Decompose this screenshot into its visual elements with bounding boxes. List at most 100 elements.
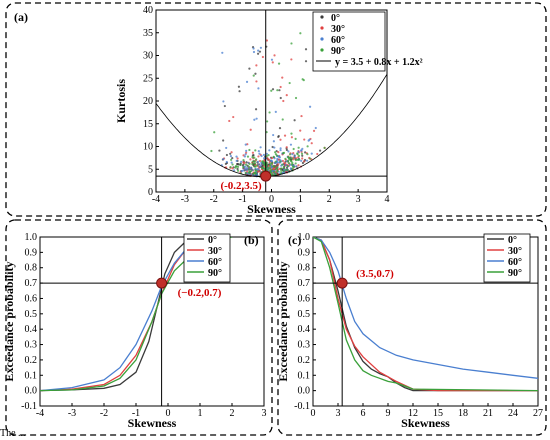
scatter-point <box>254 72 257 75</box>
x-tick-label: 18 <box>458 408 468 419</box>
scatter-point <box>289 163 292 166</box>
scatter-point <box>229 155 233 158</box>
scatter-point <box>304 48 308 51</box>
y-tick-label: 0.0 <box>25 386 38 397</box>
scatter-point <box>210 149 213 153</box>
scatter-point <box>255 117 258 120</box>
scatter-point <box>310 142 313 145</box>
scatter-point <box>276 89 279 92</box>
legend: 0°30°60°90° <box>183 233 231 283</box>
scatter-point <box>259 46 263 49</box>
scatter-point <box>270 58 274 61</box>
scatter-point <box>236 167 239 171</box>
scatter-point <box>257 160 260 163</box>
x-tick-label: 0 <box>269 194 274 205</box>
scatter-point <box>254 165 257 168</box>
scatter-point <box>271 61 274 64</box>
scatter-point <box>254 149 257 152</box>
scatter-point <box>297 164 300 167</box>
scatter-point <box>275 150 278 153</box>
scatter-point <box>282 165 285 169</box>
y-tick-label: 15 <box>143 119 153 130</box>
scatter-point <box>272 133 275 137</box>
scatter-point <box>298 158 301 161</box>
scatter-point <box>242 158 245 162</box>
scatter-point <box>284 168 287 171</box>
scatter-point <box>288 156 291 159</box>
scatter-point <box>269 164 272 167</box>
y-tick-label: 1.0 <box>298 232 311 243</box>
scatter-point <box>281 118 284 121</box>
y-tick-label: 0.6 <box>298 293 311 304</box>
scatter-point <box>259 146 262 149</box>
scatter-point <box>271 88 275 91</box>
scatter-point <box>248 148 251 152</box>
y-tick-label: 0.1 <box>298 370 311 381</box>
y-tick-label: 1.0 <box>25 232 38 243</box>
reference-point-label: (3.5,0.7) <box>356 268 394 280</box>
legend-swatch <box>320 15 324 19</box>
scatter-point <box>287 159 290 162</box>
scatter-point <box>213 131 216 134</box>
scatter-point <box>294 159 298 162</box>
reference-point-marker <box>156 277 168 289</box>
scatter-point <box>288 158 291 161</box>
y-tick-label: 0.8 <box>25 263 38 274</box>
scatter-point <box>273 146 276 149</box>
x-tick-label: 3 <box>336 408 341 419</box>
scatter-point <box>272 164 275 168</box>
scatter-point <box>304 60 308 63</box>
scatter-point <box>222 139 225 142</box>
scatter-point <box>239 163 242 166</box>
scatter-point <box>254 108 258 111</box>
scatter-point <box>257 87 260 90</box>
scatter-point <box>291 167 294 170</box>
scatter-point <box>251 162 254 166</box>
scatter-point <box>276 166 279 169</box>
scatter-point <box>290 132 293 135</box>
x-tick-label: 0 <box>166 408 171 419</box>
scatter-point <box>223 104 226 108</box>
scatter-point <box>253 118 256 121</box>
scatter-point <box>257 170 260 173</box>
scatter-point <box>296 152 299 155</box>
scatter-point <box>283 161 286 165</box>
scatter-point <box>225 146 228 150</box>
scatter-point <box>255 158 258 161</box>
scatter-point <box>302 160 306 163</box>
panel-a-chart: -4 -3 -2 -1 0 1 2 3 40510152025303540SkewnessKur… <box>14 5 423 216</box>
scatter-point <box>281 163 284 166</box>
x-tick-label: 2 <box>327 194 332 205</box>
scatter-point <box>231 156 234 160</box>
scatter-point <box>288 81 291 85</box>
y-tick-label: 20 <box>143 96 153 107</box>
scatter-point <box>279 138 282 141</box>
scatter-point <box>265 39 269 42</box>
x-tick-label: -3 <box>181 194 189 205</box>
scatter-point <box>306 153 309 156</box>
scatter-point <box>252 47 255 50</box>
scatter-point <box>275 154 279 157</box>
scatter-point <box>310 152 313 155</box>
scatter-point <box>301 157 304 160</box>
y-tick-label: 0.7 <box>298 278 311 289</box>
scatter-point <box>271 145 274 149</box>
scatter-point <box>258 152 261 155</box>
x-tick-label: -4 <box>36 408 44 419</box>
scatter-point <box>265 152 268 155</box>
scatter-point <box>245 80 249 83</box>
scatter-point <box>248 67 251 70</box>
y-tick-label: 0.2 <box>298 355 311 366</box>
scatter-point <box>282 170 285 173</box>
reference-point-label: (-0.2,3.5) <box>220 180 262 192</box>
scatter-point <box>231 167 234 170</box>
scatter-point <box>224 162 227 165</box>
scatter-point <box>274 151 277 154</box>
x-axis-label: Skewness <box>128 416 177 430</box>
y-tick-label: 0.4 <box>25 324 38 335</box>
y-tick-label: 0.0 <box>298 386 311 397</box>
scatter-point <box>275 167 279 170</box>
scatter-point <box>285 94 288 97</box>
panel-b-chart: -4 -3 -2 -1 0 1 2 3 -0.1 0.0 0.1 0.2 0.3 0.4 0.5 0.6 0.7… <box>2 232 267 430</box>
